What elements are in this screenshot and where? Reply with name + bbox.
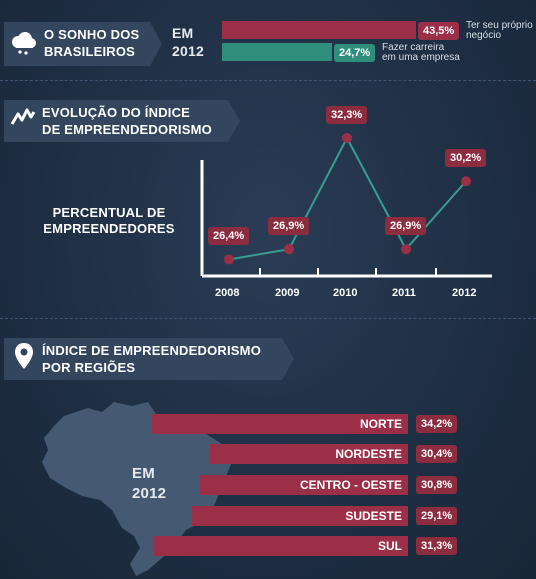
- region-category-label: NORDESTE: [335, 447, 402, 461]
- regions-title: ÍNDICE DE EMPREENDEDORISMO POR REGIÕES: [42, 343, 262, 375]
- region-bar: [152, 414, 408, 434]
- evolution-title: EVOLUÇÃO DO ÍNDICE DE EMPREENDEDORISMO: [42, 105, 212, 137]
- series-point: [224, 254, 234, 265]
- dream-year: EM 2012: [172, 25, 204, 59]
- dream-category-label: Fazer carreira em uma empresa: [382, 42, 460, 63]
- data-value-label: 32,3%: [326, 106, 368, 124]
- region-value-label: 30,4%: [416, 445, 458, 463]
- map-pin-icon: [15, 343, 33, 369]
- x-tick-label: 2012: [452, 287, 477, 299]
- dream-value-label: 24,7%: [334, 44, 376, 62]
- region-value-label: 30,8%: [416, 476, 458, 494]
- region-category-label: CENTRO - OESTE: [299, 478, 402, 492]
- brazil-map: [42, 402, 232, 576]
- region-bar: [210, 444, 408, 464]
- dream-category-label: Ter seu próprio negócio: [466, 20, 533, 41]
- cloud-icon: [12, 32, 36, 55]
- data-value-label: 30,2%: [445, 149, 487, 168]
- dream-value-label: 43,5%: [418, 22, 460, 40]
- series-point: [342, 133, 352, 143]
- data-value-label: 26,9%: [268, 217, 310, 236]
- region-bar: [154, 536, 408, 556]
- x-tick-label: 2010: [333, 287, 358, 299]
- series-point: [461, 176, 471, 187]
- x-tick-label: 2011: [392, 287, 416, 299]
- region-bar: [192, 506, 408, 526]
- data-value-label: 26,4%: [208, 227, 250, 246]
- series-point: [284, 244, 294, 255]
- region-category-label: SUDESTE: [345, 509, 402, 523]
- evolution-title-ribbon: [4, 100, 240, 142]
- region-value-label: 34,2%: [416, 415, 458, 433]
- region-category-label: NORTE: [360, 417, 402, 431]
- series-line: [228, 135, 467, 261]
- divider-1: [0, 80, 536, 81]
- dream-title: O SONHO DOS BRASILEIROS: [44, 27, 140, 59]
- region-value-label: 31,3%: [416, 537, 458, 555]
- region-bar: [200, 475, 408, 495]
- x-tick-label: 2009: [275, 287, 300, 299]
- trend-line-icon: [10, 108, 36, 125]
- map-year: EM 2012: [132, 465, 167, 502]
- series-point: [401, 244, 411, 255]
- divider-2: [0, 318, 536, 319]
- x-tick-label: 2008: [215, 287, 240, 299]
- dream-bar: [222, 43, 332, 61]
- region-category-label: SUL: [378, 539, 402, 553]
- evolution-ylabel: PERCENTUAL DE EMPREENDEDORES: [43, 205, 175, 236]
- regions-title-ribbon: [4, 338, 294, 380]
- region-value-label: 29,1%: [416, 507, 458, 525]
- data-value-label: 26,9%: [385, 217, 427, 236]
- dream-bar: [222, 21, 416, 39]
